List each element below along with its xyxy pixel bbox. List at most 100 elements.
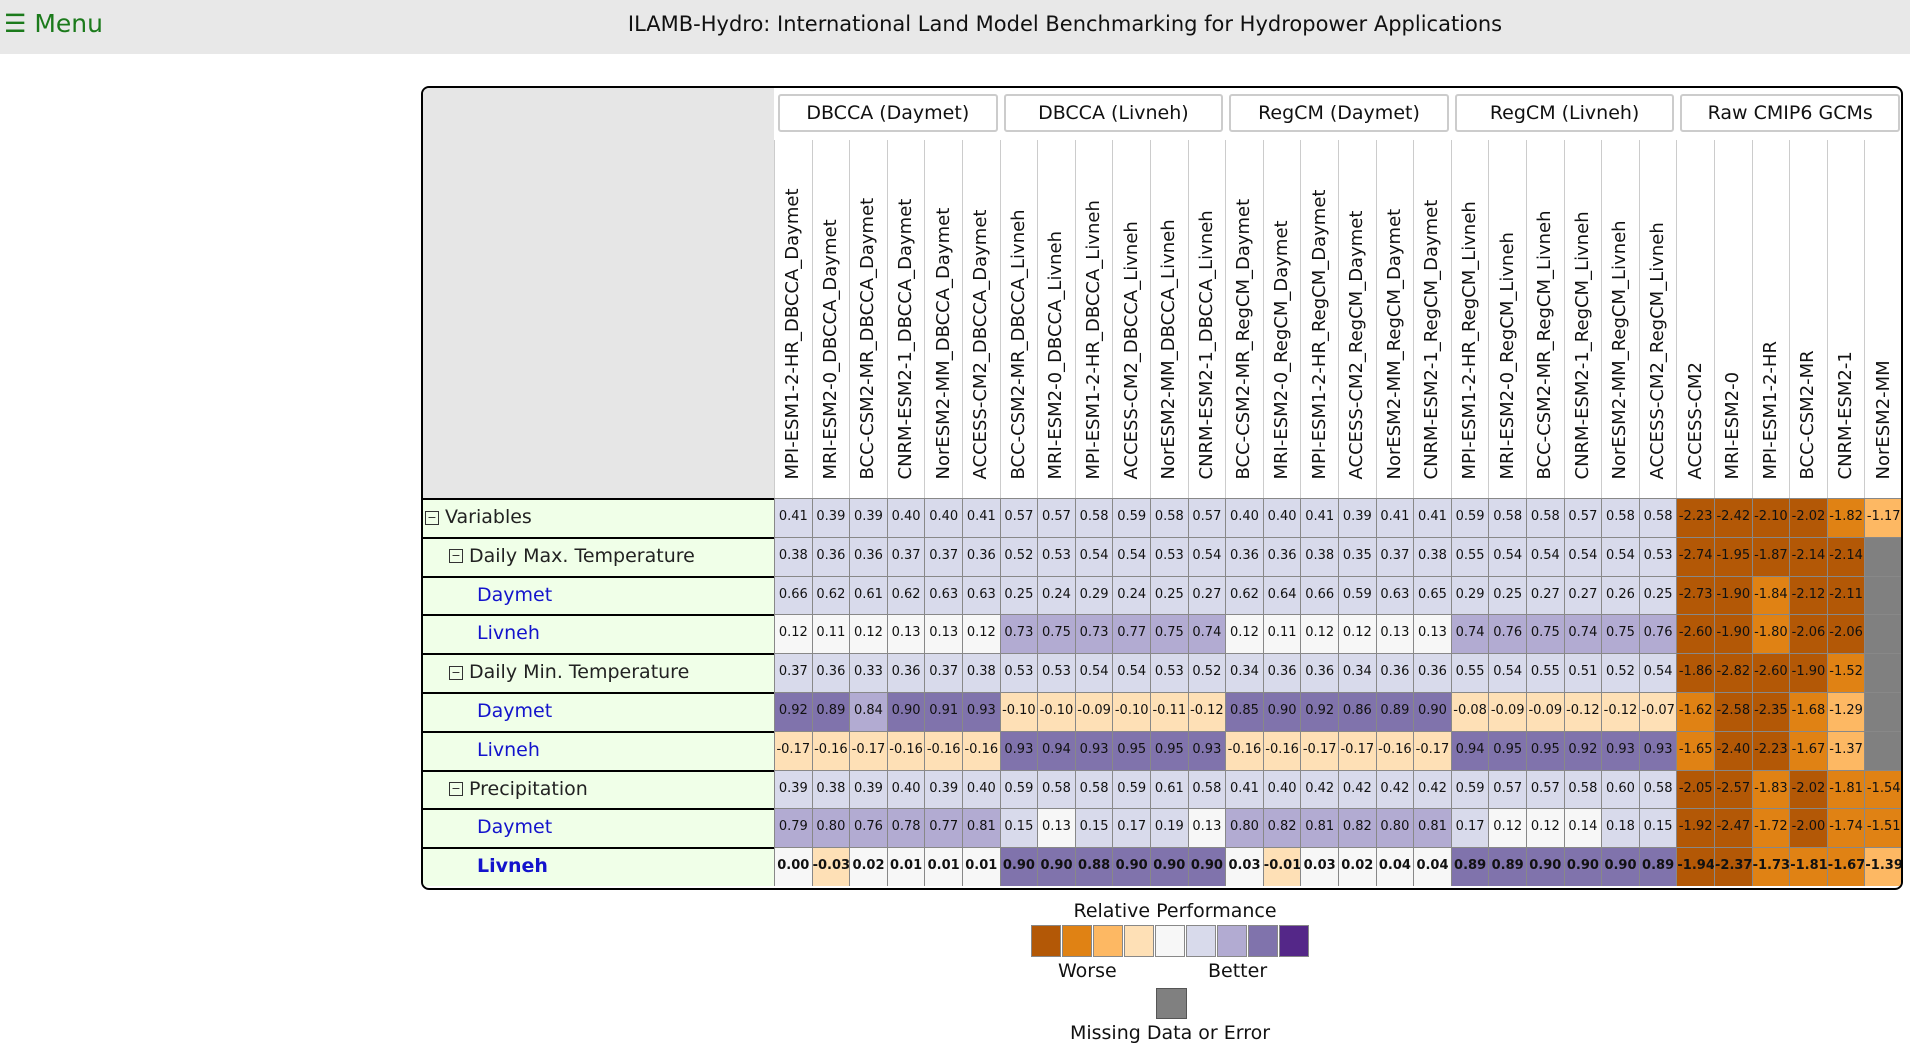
score-cell[interactable]: 0.54 (1638, 653, 1677, 692)
score-cell[interactable]: -1.72 (1751, 808, 1790, 848)
score-cell[interactable]: -2.02 (1789, 498, 1827, 537)
score-cell[interactable]: 0.55 (1450, 536, 1489, 576)
score-cell[interactable]: 0.36 (1262, 653, 1301, 692)
score-cell[interactable]: 0.39 (811, 498, 850, 537)
score-cell[interactable]: 0.62 (1225, 575, 1263, 615)
score-cell[interactable]: -0.16 (1225, 730, 1263, 770)
score-cell[interactable]: 0.37 (924, 536, 962, 576)
score-cell[interactable]: 0.25 (1638, 575, 1677, 615)
row-label-link[interactable]: Daymet (423, 692, 774, 731)
score-cell[interactable]: 0.18 (1601, 808, 1639, 848)
score-cell[interactable]: -0.16 (962, 730, 1000, 770)
score-cell[interactable]: 0.27 (1526, 575, 1564, 615)
score-cell[interactable]: 0.77 (924, 808, 962, 848)
score-cell[interactable]: 0.29 (1074, 575, 1113, 615)
score-cell[interactable]: 0.57 (1037, 498, 1075, 537)
score-cell[interactable]: 0.40 (886, 498, 925, 537)
score-cell[interactable]: 0.92 (1563, 730, 1602, 770)
score-cell[interactable]: 0.15 (1638, 808, 1677, 848)
score-cell[interactable]: 0.66 (774, 575, 812, 615)
score-cell[interactable]: -0.09 (1488, 692, 1526, 731)
score-cell[interactable]: -1.83 (1751, 769, 1790, 809)
score-cell[interactable]: 0.25 (1150, 575, 1188, 615)
score-cell[interactable]: -2.14 (1789, 536, 1827, 576)
score-cell[interactable]: 0.12 (1225, 614, 1263, 654)
score-cell[interactable]: -1.82 (1826, 498, 1865, 537)
score-cell[interactable]: 0.03 (1300, 847, 1338, 886)
score-cell[interactable]: 0.90 (1601, 847, 1639, 886)
score-cell[interactable]: 0.92 (1300, 692, 1338, 731)
score-cell[interactable]: 0.41 (774, 498, 812, 537)
score-cell[interactable]: -1.39 (1864, 847, 1901, 886)
score-cell[interactable]: -0.11 (1150, 692, 1188, 731)
score-cell[interactable]: 0.36 (849, 536, 887, 576)
score-cell[interactable]: 0.94 (1037, 730, 1075, 770)
score-cell[interactable]: 0.81 (1413, 808, 1451, 848)
score-cell[interactable]: -1.94 (1676, 847, 1715, 886)
score-cell[interactable]: -0.17 (1338, 730, 1376, 770)
score-cell[interactable]: 0.59 (1450, 769, 1489, 809)
score-cell[interactable]: -2.73 (1676, 575, 1714, 615)
score-cell[interactable]: 0.41 (962, 498, 1000, 537)
score-cell[interactable]: -1.73 (1751, 847, 1790, 886)
score-cell[interactable]: 0.24 (1112, 575, 1150, 615)
score-cell[interactable] (1864, 692, 1901, 731)
score-cell[interactable]: 0.12 (1488, 808, 1526, 848)
score-cell[interactable]: 0.01 (962, 847, 1000, 886)
score-cell[interactable]: 0.36 (1413, 653, 1451, 692)
score-cell[interactable]: 0.42 (1375, 769, 1414, 809)
score-cell[interactable]: 0.02 (849, 847, 887, 886)
score-cell[interactable]: 0.59 (1112, 498, 1150, 537)
score-cell[interactable]: 0.59 (1338, 575, 1376, 615)
row-label-link[interactable]: Livneh (423, 730, 774, 770)
row-label-link[interactable]: Daymet (423, 575, 774, 615)
score-cell[interactable]: 0.04 (1413, 847, 1451, 886)
score-cell[interactable]: -2.60 (1751, 653, 1790, 692)
score-cell[interactable]: 0.12 (962, 614, 1000, 654)
score-cell[interactable]: 0.15 (999, 808, 1038, 848)
score-cell[interactable]: 0.88 (1074, 847, 1113, 886)
score-cell[interactable]: 0.41 (1225, 769, 1263, 809)
score-cell[interactable]: 0.34 (1338, 653, 1376, 692)
score-cell[interactable]: -2.60 (1676, 614, 1714, 654)
score-cell[interactable]: 0.57 (1187, 498, 1226, 537)
score-cell[interactable]: -1.90 (1789, 653, 1827, 692)
score-cell[interactable]: 0.65 (1413, 575, 1451, 615)
score-cell[interactable]: 0.90 (1526, 847, 1564, 886)
score-cell[interactable]: -0.12 (1601, 692, 1639, 731)
score-cell[interactable]: -2.23 (1751, 730, 1790, 770)
score-cell[interactable]: 0.55 (1526, 653, 1564, 692)
score-cell[interactable]: 0.75 (1601, 614, 1639, 654)
score-cell[interactable]: 0.36 (886, 653, 925, 692)
score-cell[interactable]: 0.62 (886, 575, 925, 615)
score-cell[interactable]: 0.61 (1150, 769, 1188, 809)
score-cell[interactable]: 0.79 (774, 808, 812, 848)
score-cell[interactable]: 0.93 (1074, 730, 1113, 770)
score-cell[interactable]: 0.03 (1225, 847, 1263, 886)
score-cell[interactable]: 0.54 (1074, 653, 1113, 692)
score-cell[interactable]: -2.14 (1826, 536, 1865, 576)
score-cell[interactable]: 0.38 (1300, 536, 1338, 576)
score-cell[interactable]: 0.73 (1074, 614, 1113, 654)
score-cell[interactable]: 0.53 (999, 653, 1038, 692)
score-cell[interactable]: -2.40 (1714, 730, 1752, 770)
score-cell[interactable]: 0.40 (886, 769, 925, 809)
score-cell[interactable]: 0.57 (999, 498, 1038, 537)
score-cell[interactable]: 0.53 (1150, 536, 1188, 576)
score-cell[interactable]: -0.16 (886, 730, 925, 770)
score-cell[interactable]: -1.67 (1789, 730, 1827, 770)
score-cell[interactable]: 0.58 (1488, 498, 1526, 537)
score-cell[interactable]: 0.13 (924, 614, 962, 654)
score-cell[interactable]: 0.38 (811, 769, 850, 809)
score-cell[interactable]: 0.89 (1488, 847, 1526, 886)
score-cell[interactable]: 0.85 (1225, 692, 1263, 731)
score-cell[interactable]: 0.36 (811, 536, 850, 576)
score-cell[interactable]: -2.05 (1676, 769, 1714, 809)
score-cell[interactable]: 0.36 (1375, 653, 1414, 692)
score-cell[interactable]: 0.29 (1450, 575, 1489, 615)
score-cell[interactable]: 0.39 (774, 769, 812, 809)
score-cell[interactable]: 0.11 (1262, 614, 1301, 654)
score-cell[interactable]: 0.39 (924, 769, 962, 809)
score-cell[interactable]: -0.16 (1262, 730, 1301, 770)
score-cell[interactable]: -0.16 (924, 730, 962, 770)
